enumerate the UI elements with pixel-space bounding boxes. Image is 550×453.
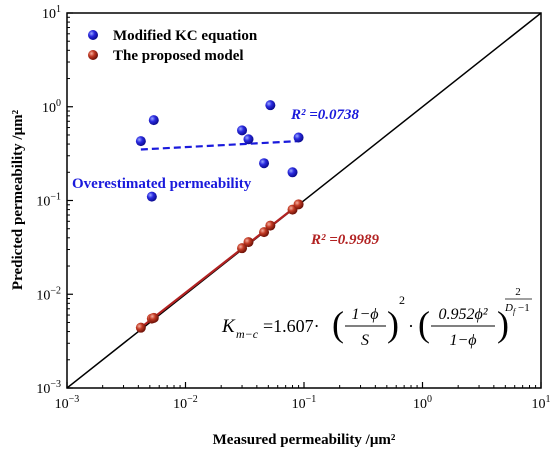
eq-frac2-denominator: 1−ϕ [449,332,476,349]
eq-dot: · [408,316,414,336]
eq-k-subscript: m−c [236,327,259,341]
fit-line-modified-kc [140,140,299,151]
legend-label-proposed-model: The proposed model [113,48,244,64]
eq-frac1-numerator: 1−ϕ [351,306,378,323]
x-tick-label: 10−2 [173,394,198,412]
x-tick-label: 10−3 [55,394,80,412]
eq-paren-open-2: ( [418,304,430,344]
data-point-modified-kc [237,125,248,136]
data-point-proposed-model [259,227,270,238]
plot-frame [66,12,542,389]
data-point-modified-kc [265,100,276,111]
data-point-modified-kc [135,136,146,147]
x-tick-label: 10−1 [292,394,317,412]
legend-item-modified-kc: Modified KC equation [88,28,258,44]
data-point-modified-kc [146,191,157,202]
eq-outer-exponent-numerator: 2 [515,286,521,298]
y-tick-label: 100 [42,98,61,116]
data-point-modified-kc [148,115,159,126]
eq-frac2-numerator: 0.952ϕ² [438,306,488,323]
reference-line-y-equals-x [67,13,541,388]
eq-outer-exponent-d: D [504,302,513,314]
plot-area [67,13,541,388]
data-point-proposed-model [265,220,276,231]
legend-marker-blue [88,30,98,40]
eq-frac1-denominator: S [361,332,369,349]
eq-outer-exponent-d-sub: f [513,307,517,316]
y-tick-label: 10−1 [36,192,61,210]
y-tick-label: 101 [42,4,61,22]
data-point-modified-kc [293,132,304,143]
data-point-modified-kc [287,167,298,178]
data-point-proposed-model [293,199,304,210]
model-equation: K m−c =1.607· ( 1−ϕ S ) 2 · ( 0.952ϕ² 1−… [221,286,532,349]
fit-line-proposed-model [140,203,300,329]
legend-item-proposed-model: The proposed model [88,48,244,64]
y-axis-title: Predicted permeability /μm² [10,109,26,290]
eq-paren-open-1: ( [332,304,344,344]
fit-lines [140,140,300,329]
eq-coefficient: =1.607· [263,316,320,336]
data-point-modified-kc [259,158,270,169]
eq-paren-close-1: ) [387,304,399,344]
data-point-proposed-model [135,322,146,333]
overestimated-annotation: Overestimated permeability [72,176,252,192]
data-point-modified-kc [243,134,254,145]
legend-marker-red [88,50,98,60]
data-point-proposed-model [243,237,254,248]
eq-outer-exponent-minus-one: −1 [518,302,530,314]
y-tick-label: 10−3 [36,379,61,397]
eq-k: K [221,316,236,337]
x-tick-label: 101 [532,394,550,412]
legend: Modified KC equation The proposed model [88,28,258,64]
r2-label-modified-kc: R² =0.0738 [290,107,360,123]
legend-label-modified-kc: Modified KC equation [113,28,258,44]
eq-square-exponent: 2 [399,293,405,307]
y-tick-label: 10−2 [36,285,61,303]
eq-paren-close-2: ) [497,304,509,344]
x-tick-label: 100 [413,394,432,412]
data-point-proposed-model [148,312,159,323]
r2-label-proposed-model: R² =0.9989 [310,232,380,248]
data-markers [135,100,304,333]
data-point-proposed-model [237,243,248,254]
x-axis-ticks: 10−3 10−2 10−1 100 101 [55,382,550,412]
x-axis-title: Measured permeability /μm² [213,432,396,448]
